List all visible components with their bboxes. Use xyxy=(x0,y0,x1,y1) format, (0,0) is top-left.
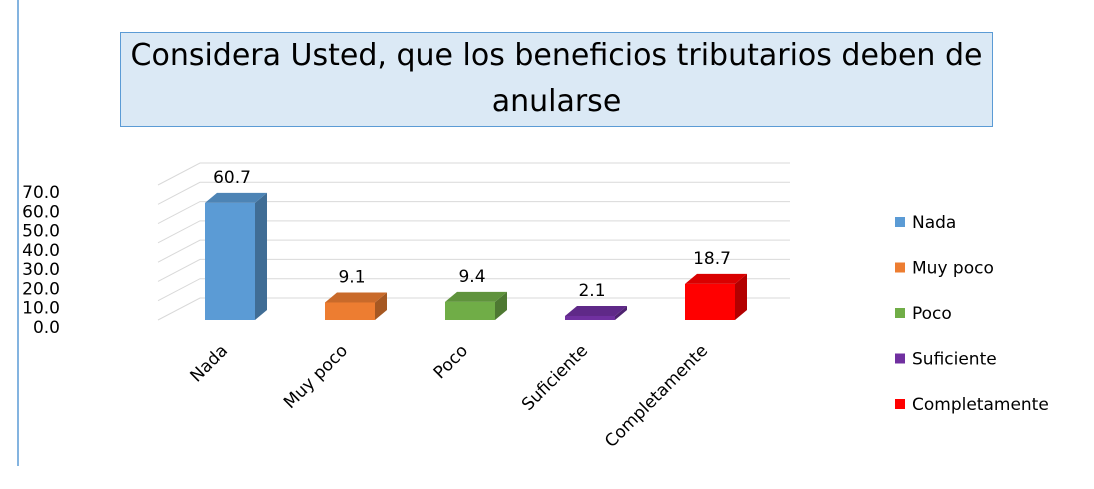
chart-title: Considera Usted, que los beneficios trib… xyxy=(120,32,993,127)
bar-side xyxy=(735,273,747,320)
legend-swatch xyxy=(895,308,905,318)
legend-label: Suficiente xyxy=(912,350,997,370)
x-tick-label: Muy poco xyxy=(280,341,352,413)
y-tick-label: 20.0 xyxy=(22,279,60,299)
legend-swatch xyxy=(895,399,905,409)
x-tick-label: Nada xyxy=(187,341,232,386)
bar-side xyxy=(615,305,627,320)
bar xyxy=(205,202,255,320)
data-label: 2.1 xyxy=(578,281,605,301)
grid-line xyxy=(157,239,790,263)
grid-line xyxy=(157,258,790,282)
data-label: 9.4 xyxy=(458,267,485,287)
x-tick-label: Poco xyxy=(430,341,472,383)
x-tick-label: Suficiente xyxy=(518,341,592,415)
y-tick-label: 40.0 xyxy=(22,241,60,261)
y-tick-label: 10.0 xyxy=(22,299,60,319)
bar xyxy=(565,315,615,320)
y-tick-label: 30.0 xyxy=(22,260,60,280)
bar-top xyxy=(325,292,387,303)
bar-side xyxy=(495,291,507,320)
legend-swatch xyxy=(895,353,905,364)
legend-label: Poco xyxy=(912,304,952,324)
grid-line xyxy=(157,201,790,225)
bar xyxy=(445,301,495,320)
bar xyxy=(325,302,375,320)
legend-label: Muy poco xyxy=(912,259,994,279)
legend-label: Nada xyxy=(912,213,956,233)
bar-top xyxy=(565,305,627,316)
data-label: 9.1 xyxy=(338,267,365,287)
grid-line xyxy=(157,162,790,186)
data-label: 18.7 xyxy=(693,249,731,269)
bar xyxy=(685,283,735,320)
bar-top xyxy=(685,273,747,284)
y-tick-label: 60.0 xyxy=(22,202,60,222)
grid-line xyxy=(157,297,790,321)
bar-top xyxy=(205,192,267,203)
grid-line xyxy=(157,278,790,302)
grid-line xyxy=(157,220,790,244)
bar-top xyxy=(445,291,507,302)
x-tick-label: Completamente xyxy=(601,341,712,452)
bar-side xyxy=(255,192,267,320)
legend-label: Completamente xyxy=(912,395,1049,415)
y-tick-label: 70.0 xyxy=(22,183,60,203)
grid-line xyxy=(157,181,790,205)
bar-side xyxy=(375,292,387,320)
y-tick-label: 50.0 xyxy=(22,222,60,242)
legend-swatch xyxy=(895,217,905,227)
legend-swatch xyxy=(895,262,905,273)
data-label: 60.7 xyxy=(213,168,251,188)
y-tick-label: 0.0 xyxy=(33,318,60,338)
